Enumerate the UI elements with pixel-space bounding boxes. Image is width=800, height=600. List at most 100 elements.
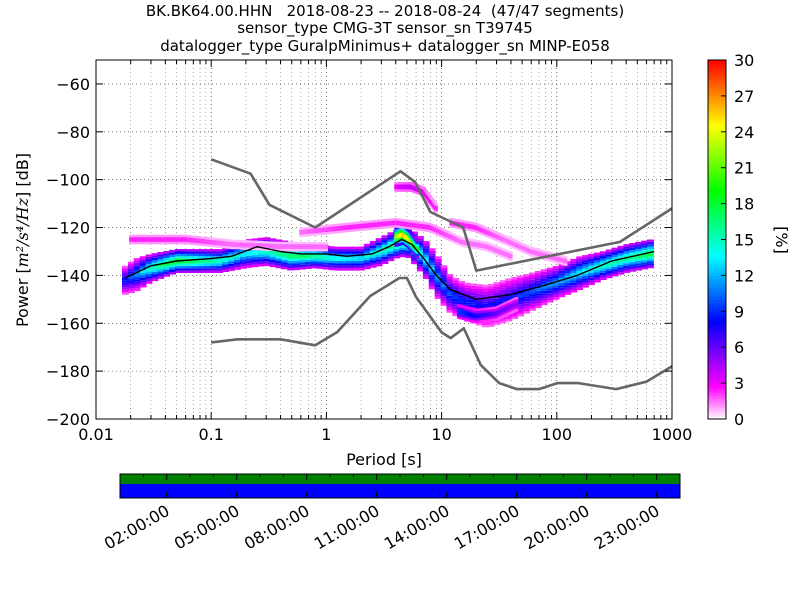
density-cell xyxy=(275,256,283,259)
density-cell xyxy=(387,234,395,238)
density-cell xyxy=(263,263,271,266)
density-cell xyxy=(137,241,142,245)
density-cell xyxy=(222,264,230,268)
colorbar-segment xyxy=(708,407,726,411)
density-cell xyxy=(505,283,513,286)
density-cell xyxy=(629,259,637,263)
density-cell xyxy=(234,242,238,245)
density-cell xyxy=(436,230,440,234)
density-cell xyxy=(153,239,157,242)
density-cell xyxy=(133,272,141,275)
density-cell xyxy=(251,250,259,253)
density-cell xyxy=(344,225,348,228)
wide-band xyxy=(299,218,513,262)
density-cell xyxy=(139,270,147,274)
density-cell xyxy=(225,246,230,249)
density-cell xyxy=(552,266,560,269)
density-cell xyxy=(440,233,445,236)
density-cell xyxy=(298,255,306,258)
density-cell xyxy=(540,302,548,306)
density-cell xyxy=(511,283,519,287)
density-cell xyxy=(369,253,377,256)
density-cell xyxy=(480,243,485,246)
density-cell xyxy=(375,254,383,257)
density-cell xyxy=(293,267,300,271)
density-cell xyxy=(475,291,483,294)
density-cell xyxy=(179,237,183,240)
density-cell xyxy=(411,231,418,234)
density-cell xyxy=(281,262,289,265)
density-cell xyxy=(197,243,201,246)
density-cell xyxy=(169,267,177,270)
density-cell xyxy=(534,288,542,291)
y-axis-label: Power [m²/s⁴/Hz] [dB] xyxy=(13,153,32,327)
density-cell xyxy=(192,253,200,257)
density-cell xyxy=(228,241,232,245)
colorbar-segment xyxy=(708,305,726,309)
density-cell xyxy=(275,239,283,242)
density-cell xyxy=(265,243,269,247)
density-cell xyxy=(201,236,205,239)
density-cell xyxy=(517,285,525,288)
density-cell xyxy=(199,243,203,246)
density-cell xyxy=(611,252,619,255)
density-cell xyxy=(239,242,243,245)
density-cell xyxy=(300,241,304,245)
density-cell xyxy=(263,239,271,243)
colorbar-segment xyxy=(708,347,726,351)
density-cell xyxy=(473,246,478,250)
density-cell xyxy=(360,221,364,224)
density-cell xyxy=(426,222,430,225)
density-cell xyxy=(416,246,420,250)
colorbar-segment xyxy=(708,179,726,184)
density-cell xyxy=(440,301,448,304)
density-cell xyxy=(386,225,390,229)
density-cell xyxy=(204,268,212,271)
density-cell xyxy=(216,251,224,254)
density-cell xyxy=(313,230,317,234)
density-cell xyxy=(204,258,212,262)
colorbar-segment xyxy=(708,308,726,312)
density-cell xyxy=(517,282,525,286)
density-cell xyxy=(315,232,320,236)
density-cell xyxy=(222,252,230,255)
density-cell xyxy=(375,264,383,267)
density-cell xyxy=(352,256,359,259)
density-cell xyxy=(434,284,442,288)
density-cell xyxy=(431,223,435,227)
density-cell xyxy=(307,246,311,250)
density-cell xyxy=(298,259,306,263)
density-cell xyxy=(379,219,383,222)
density-cell xyxy=(139,273,147,276)
density-cell xyxy=(588,258,595,262)
density-cell xyxy=(163,262,171,265)
density-cell xyxy=(293,253,300,257)
density-cell xyxy=(157,254,165,257)
density-cell xyxy=(316,256,324,260)
density-cell xyxy=(265,248,269,251)
colorbar-segment xyxy=(708,101,726,106)
density-cell xyxy=(221,243,225,246)
density-cell xyxy=(487,298,495,301)
density-cell xyxy=(588,270,595,274)
density-cell xyxy=(155,239,159,242)
density-cell xyxy=(121,277,129,281)
density-cell xyxy=(588,277,595,281)
density-cell xyxy=(434,208,438,211)
density-cell xyxy=(216,261,224,264)
density-cell xyxy=(416,256,420,259)
density-cell xyxy=(186,239,190,243)
density-cell xyxy=(534,273,542,276)
density-cell xyxy=(529,305,536,309)
density-cell xyxy=(170,234,175,238)
density-cell xyxy=(564,256,568,259)
density-cell xyxy=(263,258,271,262)
density-cell xyxy=(322,225,327,228)
density-cell xyxy=(318,246,322,250)
density-cell xyxy=(387,239,395,242)
density-cell xyxy=(564,290,572,293)
colorbar-segment xyxy=(708,143,726,148)
density-cell xyxy=(352,258,359,262)
colorbar-tick-label: 21 xyxy=(734,159,754,178)
density-cell xyxy=(593,260,601,263)
